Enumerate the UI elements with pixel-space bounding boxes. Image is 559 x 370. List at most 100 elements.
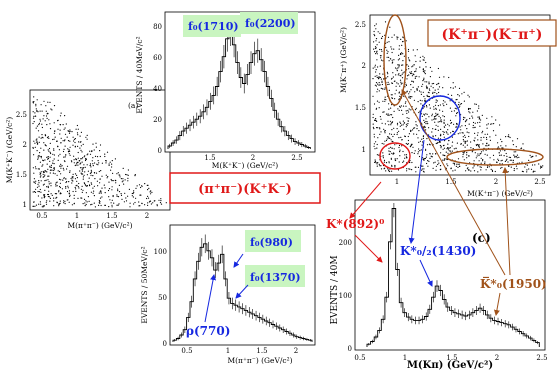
scatter-point <box>53 200 55 202</box>
scatter-point <box>402 120 404 122</box>
scatter-point <box>380 168 383 170</box>
scatter-point <box>464 146 466 148</box>
scatter-point <box>127 195 129 197</box>
scatter-point <box>401 145 403 147</box>
scatter-point <box>69 171 71 173</box>
scatter-point <box>440 145 442 147</box>
scatter-point <box>407 123 409 125</box>
kpi-h-xlabel: M(Kπ) (GeV/c²) <box>407 360 493 370</box>
scatter-point <box>37 158 39 160</box>
a-ylabel: M(K⁺K⁻) (GeV/c²) <box>5 117 14 184</box>
scatter-point <box>451 150 453 152</box>
scatter-point <box>375 23 377 25</box>
scatter-point <box>40 104 42 106</box>
scatter-point <box>34 142 36 144</box>
scatter-point <box>437 88 439 90</box>
scatter-point <box>421 115 423 117</box>
scatter-point <box>389 151 391 153</box>
scatter-point <box>442 87 444 89</box>
scatter-point <box>124 192 126 194</box>
scatter-point <box>51 109 53 111</box>
scatter-point <box>381 142 383 145</box>
scatter-point <box>374 35 376 37</box>
scatter-point <box>50 164 53 166</box>
a-ytick: 2 <box>23 141 27 149</box>
scatter-point <box>486 124 488 126</box>
scatter-point <box>114 158 116 160</box>
scatter-point <box>391 48 393 50</box>
scatter-point <box>435 153 437 155</box>
scatter-point <box>75 159 78 161</box>
scatter-point <box>389 146 392 148</box>
scatter-point <box>33 201 35 203</box>
scatter-point <box>59 202 61 204</box>
scatter-point <box>456 98 458 101</box>
scatter-point <box>78 187 80 189</box>
scatter-point <box>474 132 476 134</box>
scatter-point <box>416 89 418 91</box>
scatter-point <box>501 147 503 149</box>
scatter-point <box>375 107 378 109</box>
scatter-point <box>478 105 480 107</box>
scatter-point <box>422 135 424 138</box>
scatter-point <box>76 177 78 179</box>
scatter-point <box>415 121 417 123</box>
scatter-point <box>90 166 92 168</box>
scatter-point <box>33 181 35 183</box>
scatter-point <box>465 141 467 143</box>
scatter-point <box>98 202 100 204</box>
scatter-point <box>462 136 464 138</box>
f0-1710-box <box>183 15 241 37</box>
scatter-point <box>58 178 61 180</box>
scatter-point <box>440 147 442 149</box>
scatter-point <box>89 153 92 155</box>
scatter-point <box>70 160 73 162</box>
scatter-point <box>451 145 453 147</box>
scatter-point <box>398 92 400 94</box>
scatter-point <box>451 136 453 138</box>
scatter-point <box>399 121 401 123</box>
scatter-point <box>463 152 465 154</box>
scatter-point <box>49 156 51 158</box>
scatter-point <box>37 168 39 170</box>
scatter-point <box>65 181 67 184</box>
scatter-point <box>111 186 113 188</box>
scatter-point <box>86 154 88 156</box>
scatter-point <box>425 85 428 87</box>
scatter-point <box>377 127 379 129</box>
scatter-point <box>123 201 125 203</box>
scatter-point <box>491 170 494 172</box>
scatter-point <box>373 143 375 145</box>
scatter-point <box>405 83 407 85</box>
scatter-point <box>498 159 500 162</box>
scatter-point <box>94 155 97 157</box>
scatter-point <box>482 130 484 132</box>
scatter-point <box>393 133 395 135</box>
scatter-point <box>55 183 57 185</box>
scatter-point <box>469 108 471 110</box>
scatter-point <box>53 138 55 140</box>
scatter-point <box>383 161 385 163</box>
scatter-point <box>389 26 391 28</box>
scatter-point <box>62 167 64 169</box>
scatter-point <box>47 149 49 151</box>
scatter-point <box>427 95 429 98</box>
scatter-point <box>398 146 400 149</box>
scatter-point <box>386 49 388 51</box>
scatter-point <box>77 134 79 136</box>
scatter-point <box>391 121 394 123</box>
scatter-point <box>456 112 458 114</box>
scatter-point <box>503 155 505 157</box>
scatter-point <box>435 135 437 137</box>
scatter-point <box>58 205 60 207</box>
scatter-point <box>391 129 393 131</box>
scatter-point <box>486 138 488 140</box>
scatter-point <box>399 79 402 81</box>
scatter-point <box>68 181 70 183</box>
scatter-point <box>383 168 385 170</box>
scatter-point <box>405 154 408 156</box>
scatter-point <box>47 195 50 198</box>
scatter-point <box>382 73 384 75</box>
scatter-point <box>508 156 510 158</box>
scatter-point <box>500 167 502 169</box>
